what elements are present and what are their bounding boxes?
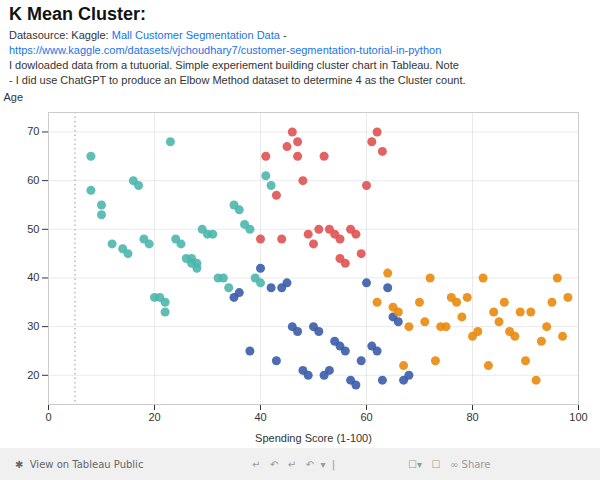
svg-text:80: 80 <box>466 411 478 423</box>
html-text:K Mean Cluster:: K Mean Cluster: <box>9 4 146 24</box>
svg-text:60: 60 <box>360 411 372 423</box>
svg-text:60: 60 <box>27 174 39 186</box>
svg-text:Spending Score (1-100): Spending Score (1-100) <box>255 432 372 444</box>
svg-text:30: 30 <box>27 320 39 332</box>
html-text:- I did use ChatGPT to produce: - I did use ChatGPT to produce an Elbow … <box>9 74 466 86</box>
html-text:I dowloaded data from a tutuor: I dowloaded data from a tutuorial. Simpl… <box>9 59 459 71</box>
svg-text:20: 20 <box>27 369 39 381</box>
svg-text:Age: Age <box>4 91 24 103</box>
html-text:Datasource: Kaggle: Mall Custo: Datasource: Kaggle: Mall Customer Segmen… <box>9 29 287 41</box>
svg-text:70: 70 <box>27 125 39 137</box>
html-text:✱ View on Tableau Public: ✱ View on Tableau Public <box>15 458 144 470</box>
svg-text:40: 40 <box>254 411 266 423</box>
html-text:☐▾ ☐ ∞ Share: ☐▾ ☐ ∞ Share <box>408 458 491 470</box>
svg-text:100: 100 <box>569 411 587 423</box>
html-text:https://www.kaggle.com/dataset: https://www.kaggle.com/datasets/vjchoudh… <box>9 44 442 56</box>
svg-text:0: 0 <box>45 411 51 423</box>
svg-text:40: 40 <box>27 271 39 283</box>
svg-text:20: 20 <box>148 411 160 423</box>
svg-text:50: 50 <box>27 223 39 235</box>
